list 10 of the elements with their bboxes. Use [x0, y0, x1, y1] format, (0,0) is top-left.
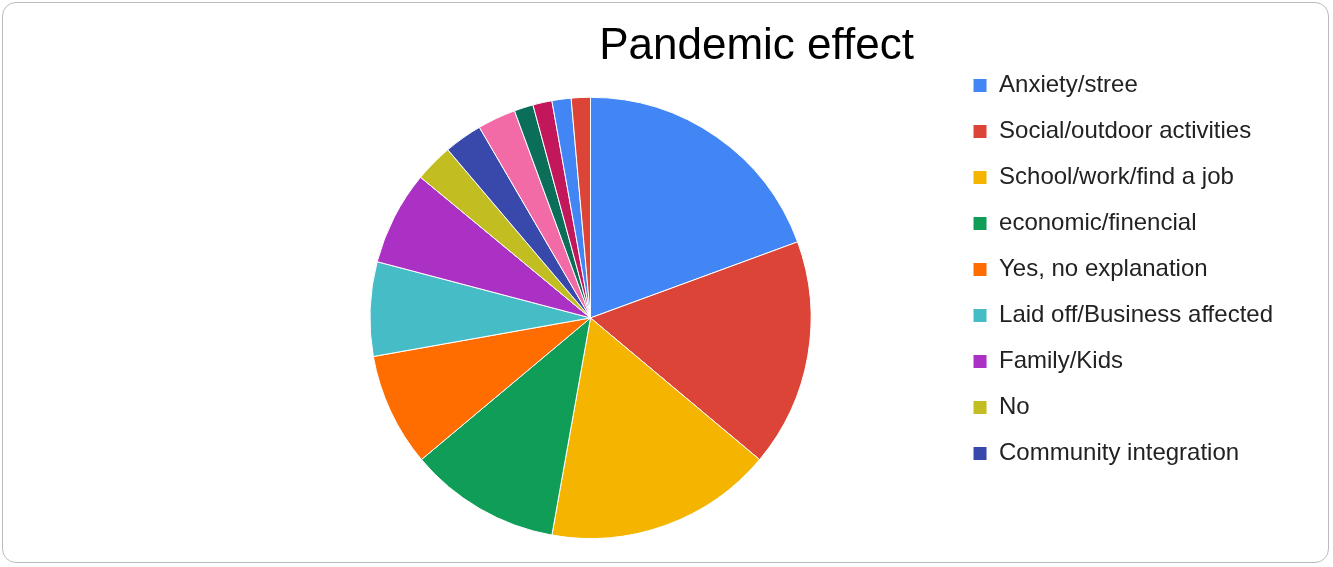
- legend-label: No: [999, 392, 1030, 420]
- legend-label: Anxiety/stree: [999, 70, 1138, 98]
- legend-label: Social/outdoor activities: [999, 116, 1252, 144]
- chart-title: Pandemic effect: [599, 18, 914, 68]
- legend-label: Community integration: [999, 438, 1240, 466]
- legend-label: Laid off/Business affected: [999, 300, 1274, 328]
- legend-label: economic/finencial: [999, 208, 1197, 236]
- legend-label: Yes, no explanation: [999, 254, 1208, 282]
- legend-label: School/work/find a job: [999, 162, 1234, 190]
- legend-label: Family/Kids: [999, 346, 1124, 374]
